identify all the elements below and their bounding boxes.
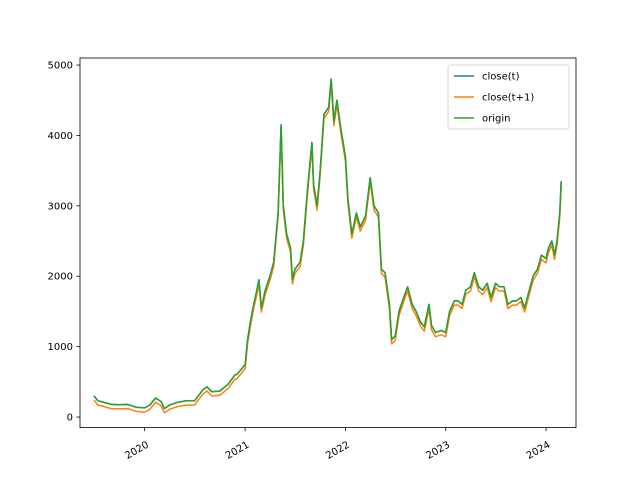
x-tick-label: 2023 [425, 440, 453, 462]
legend-label-2: origin [482, 114, 510, 125]
x-axis: 2020 2021 2022 2023 2024 [123, 427, 553, 462]
x-tick-label: 2020 [123, 440, 151, 462]
legend-label-1: close(t+1) [482, 93, 534, 104]
y-tick-label: 2000 [48, 272, 73, 283]
x-tick-label: 2024 [525, 440, 553, 462]
legend: close(t) close(t+1) origin [447, 64, 570, 130]
y-tick-label: 5000 [48, 61, 73, 72]
x-tick-label: 2022 [324, 440, 352, 462]
y-tick-label: 4000 [48, 131, 73, 142]
legend-box [447, 64, 570, 130]
series-line-2 [93, 78, 562, 410]
y-tick-label: 0 [67, 413, 73, 424]
y-axis: 0 1000 2000 3000 4000 5000 [48, 61, 80, 424]
y-tick-label: 1000 [48, 342, 73, 353]
legend-label-0: close(t) [482, 72, 520, 83]
plot-frame [79, 57, 577, 429]
x-tick-label: 2021 [224, 440, 252, 462]
series-layer [93, 78, 562, 414]
y-tick-label: 3000 [48, 201, 73, 212]
